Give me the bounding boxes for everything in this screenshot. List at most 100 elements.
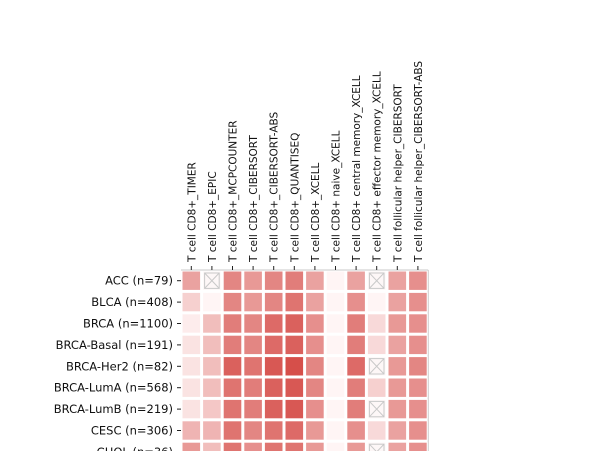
row-label: CHOL (n=36) bbox=[97, 445, 173, 451]
heatmap-cell bbox=[408, 291, 428, 313]
heatmap-cell bbox=[243, 334, 263, 356]
heatmap-cell bbox=[325, 398, 346, 420]
heatmap-cell bbox=[243, 313, 263, 334]
heatmap-cell bbox=[408, 377, 428, 398]
heatmap-cell bbox=[181, 313, 202, 334]
heatmap-cell bbox=[346, 356, 366, 377]
row-label: BRCA-Her2 (n=82) bbox=[66, 359, 173, 373]
heatmap-cell bbox=[222, 441, 243, 451]
row-label: BRCA (n=1100) bbox=[83, 317, 173, 331]
heatmap-cell bbox=[346, 270, 366, 291]
heatmap-cell bbox=[387, 420, 408, 441]
heatmap-cell bbox=[366, 420, 387, 441]
heatmap-cell bbox=[408, 398, 428, 420]
heatmap-cell bbox=[387, 398, 408, 420]
heatmap-cell bbox=[263, 334, 284, 356]
heatmap-cell bbox=[366, 334, 387, 356]
column-label: T cell CD8+_XCELL bbox=[310, 162, 322, 263]
heatmap-cell bbox=[305, 270, 325, 291]
heatmap-cell bbox=[263, 377, 284, 398]
heatmap-cell bbox=[325, 291, 346, 313]
heatmap-cell bbox=[222, 356, 243, 377]
heatmap-cell bbox=[305, 334, 325, 356]
heatmap-cell bbox=[305, 313, 325, 334]
heatmap-cell bbox=[202, 313, 222, 334]
heatmap-cell bbox=[387, 334, 408, 356]
heatmap-cell bbox=[222, 398, 243, 420]
heatmap-cell bbox=[202, 356, 222, 377]
heatmap-cell bbox=[408, 334, 428, 356]
heatmap-cell bbox=[346, 334, 366, 356]
heatmap-cell bbox=[284, 420, 305, 441]
heatmap-cell bbox=[305, 377, 325, 398]
not-significant-cross bbox=[368, 400, 385, 418]
heatmap-cell bbox=[202, 291, 222, 313]
heatmap-cell bbox=[325, 270, 346, 291]
column-label: T cell follicular helper_CIBERSORT bbox=[392, 84, 404, 263]
heatmap-cell bbox=[408, 270, 428, 291]
heatmap-cell bbox=[222, 377, 243, 398]
heatmap-cell bbox=[387, 441, 408, 451]
row-label: BRCA-LumA (n=568) bbox=[54, 381, 173, 395]
heatmap-cell bbox=[284, 334, 305, 356]
heatmap-cell bbox=[346, 313, 366, 334]
column-label: T cell follicular helper_CIBERSORT-ABS bbox=[413, 61, 425, 263]
heatmap-cell bbox=[325, 356, 346, 377]
heatmap-cell bbox=[243, 420, 263, 441]
heatmap-cell bbox=[325, 334, 346, 356]
row-label: BLCA (n=408) bbox=[91, 295, 173, 309]
heatmap-cell bbox=[305, 398, 325, 420]
heatmap-cell bbox=[181, 356, 202, 377]
row-label: BRCA-Basal (n=191) bbox=[56, 338, 173, 352]
heatmap-cell bbox=[181, 420, 202, 441]
heatmap-cell bbox=[263, 356, 284, 377]
row-labels: ACC (n=79) BLCA (n=408) BRCA (n=1100) BRCA-… bbox=[54, 274, 173, 451]
heatmap-cell bbox=[346, 291, 366, 313]
heatmap-cell bbox=[387, 291, 408, 313]
heatmap-cell bbox=[243, 291, 263, 313]
heatmap-border bbox=[181, 269, 429, 451]
column-label: T cell CD8+_MCPCOUNTER bbox=[228, 120, 240, 263]
heatmap-cell bbox=[222, 291, 243, 313]
not-significant-cross bbox=[368, 272, 385, 289]
heatmap-cell bbox=[243, 356, 263, 377]
column-label: T cell CD8+_TIMER bbox=[186, 162, 198, 263]
heatmap-cell bbox=[263, 270, 284, 291]
heatmap-cell bbox=[325, 377, 346, 398]
heatmap-cell bbox=[325, 313, 346, 334]
heatmap-cell bbox=[387, 313, 408, 334]
heatmap-cell bbox=[346, 420, 366, 441]
column-label: T cell CD8+_QUANTISEQ bbox=[289, 133, 301, 263]
heatmap-cell bbox=[408, 313, 428, 334]
column-label: T cell CD8+_EPIC bbox=[207, 171, 219, 263]
row-label: BRCA-LumB (n=219) bbox=[54, 402, 173, 416]
row-ticks bbox=[177, 280, 181, 431]
heatmap-cell bbox=[284, 441, 305, 451]
heatmap-cell bbox=[284, 377, 305, 398]
heatmap-cell bbox=[366, 377, 387, 398]
heatmap-cell bbox=[305, 420, 325, 441]
heatmap-cell bbox=[387, 356, 408, 377]
not-significant-cross bbox=[368, 358, 385, 375]
heatmap-cell bbox=[222, 270, 243, 291]
not-significant-cross bbox=[368, 443, 385, 451]
heatmap-cell bbox=[222, 420, 243, 441]
heatmap-cell bbox=[202, 398, 222, 420]
column-ticks bbox=[190, 266, 419, 270]
heatmap-cell bbox=[346, 398, 366, 420]
heatmap-cell bbox=[284, 313, 305, 334]
heatmap-cell bbox=[305, 291, 325, 313]
heatmap-cell bbox=[305, 356, 325, 377]
column-labels: T cell CD8+_TIMER T cell CD8+_EPIC T cell … bbox=[186, 61, 425, 263]
heatmap-cell bbox=[181, 270, 202, 291]
heatmap-cell bbox=[305, 441, 325, 451]
row-label: CESC (n=306) bbox=[91, 424, 173, 438]
heatmap-cell bbox=[325, 441, 346, 451]
heatmap-cell bbox=[181, 398, 202, 420]
heatmap-cell bbox=[243, 441, 263, 451]
heatmap-cell bbox=[284, 398, 305, 420]
heatmap-cell bbox=[408, 356, 428, 377]
heatmap-cell bbox=[181, 291, 202, 313]
heatmap-cells bbox=[181, 270, 428, 451]
heatmap-cell bbox=[202, 441, 222, 451]
